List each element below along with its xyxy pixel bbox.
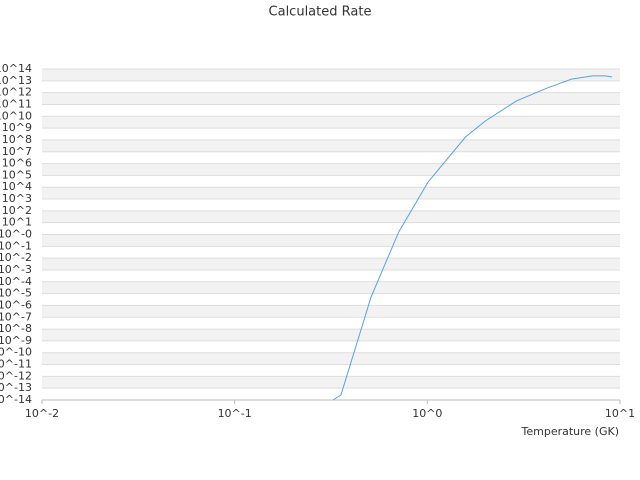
grid-band: [42, 139, 620, 152]
y-tick-label: 10^13: [0, 74, 32, 87]
grid-band: [42, 281, 620, 294]
x-axis-label: Temperature (GK): [521, 425, 620, 438]
y-tick-label: 10^-3: [0, 263, 32, 276]
y-tick-label: 10^-0: [0, 228, 32, 241]
grid-band: [42, 258, 620, 270]
y-tick-label: 10^-2: [0, 251, 32, 264]
y-tick-label: 10^6: [2, 157, 32, 170]
chart-title: Calculated Rate: [269, 5, 372, 20]
y-tick-label: 10^11: [0, 97, 32, 110]
grid-band: [42, 92, 620, 105]
y-tick-label: 10^-5: [0, 287, 32, 300]
grid-band: [42, 116, 620, 129]
grid-band: [42, 210, 620, 223]
grid-band: [42, 305, 620, 318]
y-tick-label: 10^-7: [0, 310, 32, 323]
y-tick-label: 10^10: [0, 109, 32, 122]
y-tick-label: 10^2: [2, 204, 32, 217]
y-tick-label: 10^7: [2, 145, 32, 158]
x-tick-label: 10^-1: [218, 407, 252, 420]
y-tick-label: 10^-6: [0, 298, 32, 311]
y-tick-label: 10^-4: [0, 275, 32, 288]
y-tick-label: 10^-9: [0, 334, 32, 347]
grid-band: [42, 234, 620, 247]
y-tick-label: 10^12: [0, 86, 32, 99]
data-line: [332, 75, 613, 401]
y-tick-label: 10^1: [2, 216, 32, 229]
grid-band: [42, 69, 620, 81]
y-tick-label: 10^-11: [0, 358, 32, 371]
y-tick-label: 10^3: [2, 192, 32, 205]
grid-band: [42, 187, 620, 200]
grid-band: [42, 352, 620, 365]
x-tick-label: 10^0: [412, 407, 442, 420]
grid-band: [42, 163, 620, 176]
y-tick-label: 10^-10: [0, 346, 32, 359]
y-tick-label: 10^4: [2, 180, 32, 193]
y-tick-label: 10^-13: [0, 381, 32, 394]
x-tick-label: 10^-2: [25, 407, 59, 420]
y-tick-label: 10^5: [2, 168, 32, 181]
y-tick-label: 10^-12: [0, 369, 32, 382]
y-tick-label: 10^-8: [0, 322, 32, 335]
y-tick-label: 10^8: [2, 133, 32, 146]
y-tick-label: 10^9: [2, 121, 32, 134]
grid-band: [42, 329, 620, 341]
x-tick-label: 10^1: [605, 407, 635, 420]
grid-band: [42, 376, 620, 389]
y-tick-label: 10^-14: [0, 393, 32, 406]
y-tick-label: 10^-1: [0, 239, 32, 252]
y-tick-label: 10^14: [0, 62, 32, 75]
